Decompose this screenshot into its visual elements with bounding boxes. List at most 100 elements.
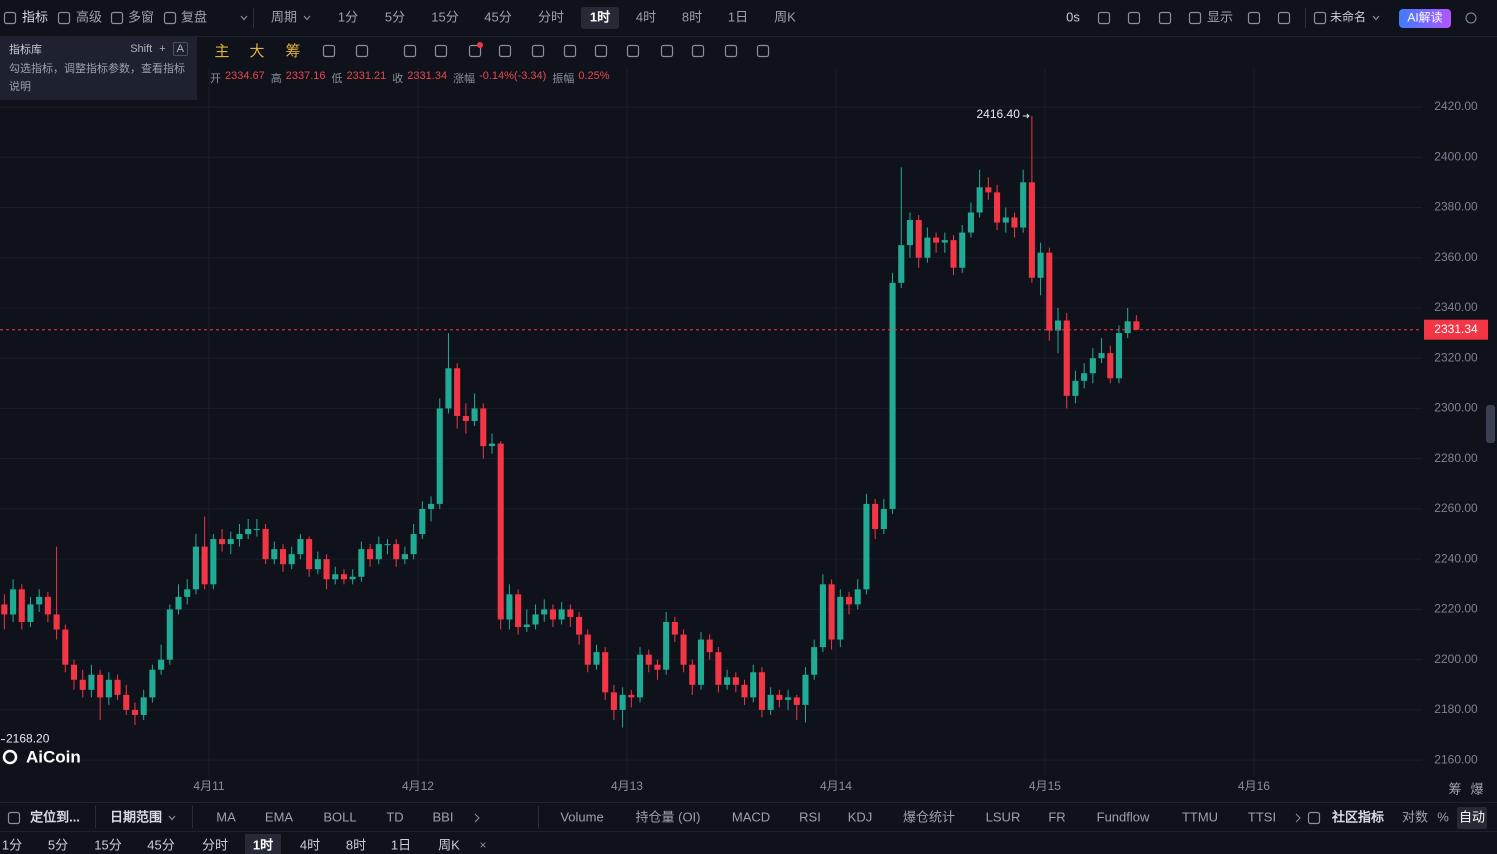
candle-body [332,574,339,580]
period-button[interactable]: 5分 [48,837,68,852]
draw-tool[interactable] [756,44,770,58]
period-button[interactable]: 15分 [94,837,121,852]
candle-body [279,549,287,565]
auto-button[interactable]: 自动 [1459,809,1485,824]
period-button[interactable]: 周K [438,837,460,852]
period-button[interactable]: 8时 [346,837,366,852]
period-button[interactable]: 5分 [385,9,405,24]
tool-icon[interactable] [3,11,17,25]
ai-button[interactable] [1399,9,1451,28]
toolbar-icon[interactable] [1277,11,1291,25]
tool-button[interactable]: 高级 [76,9,102,24]
period-button[interactable]: 15分 [431,9,458,24]
tool-icon[interactable] [110,11,124,25]
y-tick-label: 2400.00 [1434,149,1478,163]
candle-body [933,237,940,243]
draw-tool[interactable] [355,44,369,58]
date-range-button[interactable]: 日期范围 [110,809,162,824]
period-button[interactable]: 1日 [728,9,748,24]
side-button[interactable]: 筹 [1448,781,1461,796]
close-button[interactable]: × [479,838,486,852]
sub-indicator[interactable]: RSI [799,809,821,824]
y-tick-label: 2300.00 [1434,401,1478,415]
sub-indicator[interactable]: MACD [732,809,770,824]
sub-indicator[interactable]: 持仓量 (OI) [636,809,701,824]
tool-icon[interactable] [57,11,71,25]
sub-indicator[interactable]: LSUR [986,809,1021,824]
chart-button[interactable]: 大 [249,43,264,60]
period-button[interactable]: 45分 [484,9,511,24]
period-button[interactable]: 8时 [682,9,702,24]
period-button[interactable]: 4时 [636,9,656,24]
main-indicator[interactable]: EMA [265,809,294,824]
period-button[interactable]: 分时 [538,9,564,24]
draw-tool[interactable] [531,44,545,58]
period-menu[interactable]: 周期 [271,9,297,24]
candle-body [210,539,217,585]
side-button[interactable]: 爆 [1470,781,1483,796]
toolbar-icon[interactable] [1097,11,1111,25]
toolbar-icon[interactable] [1188,11,1202,25]
locate-button[interactable]: 定位到... [29,809,80,824]
locate-icon[interactable] [7,811,21,825]
draw-tool[interactable] [403,44,417,58]
period-button[interactable]: 1日 [391,837,411,852]
draw-tool[interactable] [594,44,608,58]
chart-button[interactable]: 筹 [285,43,300,60]
draw-tool[interactable] [691,44,705,58]
period-button[interactable]: 周K [774,9,796,24]
main-indicator[interactable]: BBI [433,809,454,824]
period-button[interactable]: 4时 [300,837,320,852]
period-button[interactable]: 45分 [147,837,174,852]
side-handle[interactable] [1486,405,1495,443]
y-tick-label: 2360.00 [1434,250,1478,264]
draw-tool[interactable] [660,44,674,58]
sub-indicator[interactable]: Fundflow [1097,809,1150,824]
draw-tool[interactable] [724,44,738,58]
y-tick-label: 2320.00 [1434,350,1478,364]
ohlc-label: 高 [270,73,282,85]
draw-tool[interactable] [468,44,482,58]
sub-indicator[interactable]: Volume [560,809,603,824]
sub-indicator[interactable]: TTSI [1248,809,1276,824]
tool-button[interactable]: 多窗 [128,9,154,24]
toolbar-icon[interactable] [1247,11,1261,25]
community-button[interactable]: 社区指标 [1331,809,1384,824]
tool-button[interactable]: 复盘 [181,9,207,24]
main-indicator[interactable]: BOLL [323,809,356,824]
draw-tool[interactable] [498,44,512,58]
period-button[interactable]: 分时 [202,837,228,852]
badge [477,42,483,48]
sub-indicator[interactable]: KDJ [848,809,873,824]
period-button[interactable]: 1时 [590,9,610,24]
draw-tool[interactable] [434,44,448,58]
draw-tool[interactable] [563,44,577,58]
candle-body [367,549,374,560]
chart-button[interactable]: 主 [214,43,229,60]
main-indicator[interactable]: TD [386,809,403,824]
y-tick-label: 2180.00 [1434,702,1478,716]
period-button[interactable]: 1时 [253,837,273,852]
candle-body [1107,353,1114,379]
toolbar-icon[interactable] [1158,11,1172,25]
period-button[interactable]: 1分 [2,837,22,852]
toolbar-icon[interactable] [1127,11,1141,25]
tool-button[interactable]: 指标 [22,9,48,24]
main-indicator[interactable]: MA [216,809,236,824]
ohlc-value: 2337.16 [285,70,326,82]
layout-name[interactable]: 未命名 [1330,9,1366,24]
candle-body [758,672,765,710]
tool-icon[interactable] [163,11,177,25]
sub-indicator[interactable]: FR [1048,809,1065,824]
community-icon[interactable] [1307,811,1321,825]
toolbar-icon[interactable] [1313,11,1327,25]
draw-tool[interactable] [322,44,336,58]
display-button[interactable]: 显示 [1207,9,1233,24]
log-button[interactable]: 对数 [1402,809,1428,824]
draw-tool[interactable] [626,44,640,58]
percent-button[interactable]: % [1437,809,1449,824]
sub-indicator[interactable]: TTMU [1182,809,1218,824]
sub-indicator[interactable]: 爆仓统计 [903,809,955,824]
period-button[interactable]: 1分 [338,9,358,24]
share-icon[interactable] [1465,12,1477,24]
